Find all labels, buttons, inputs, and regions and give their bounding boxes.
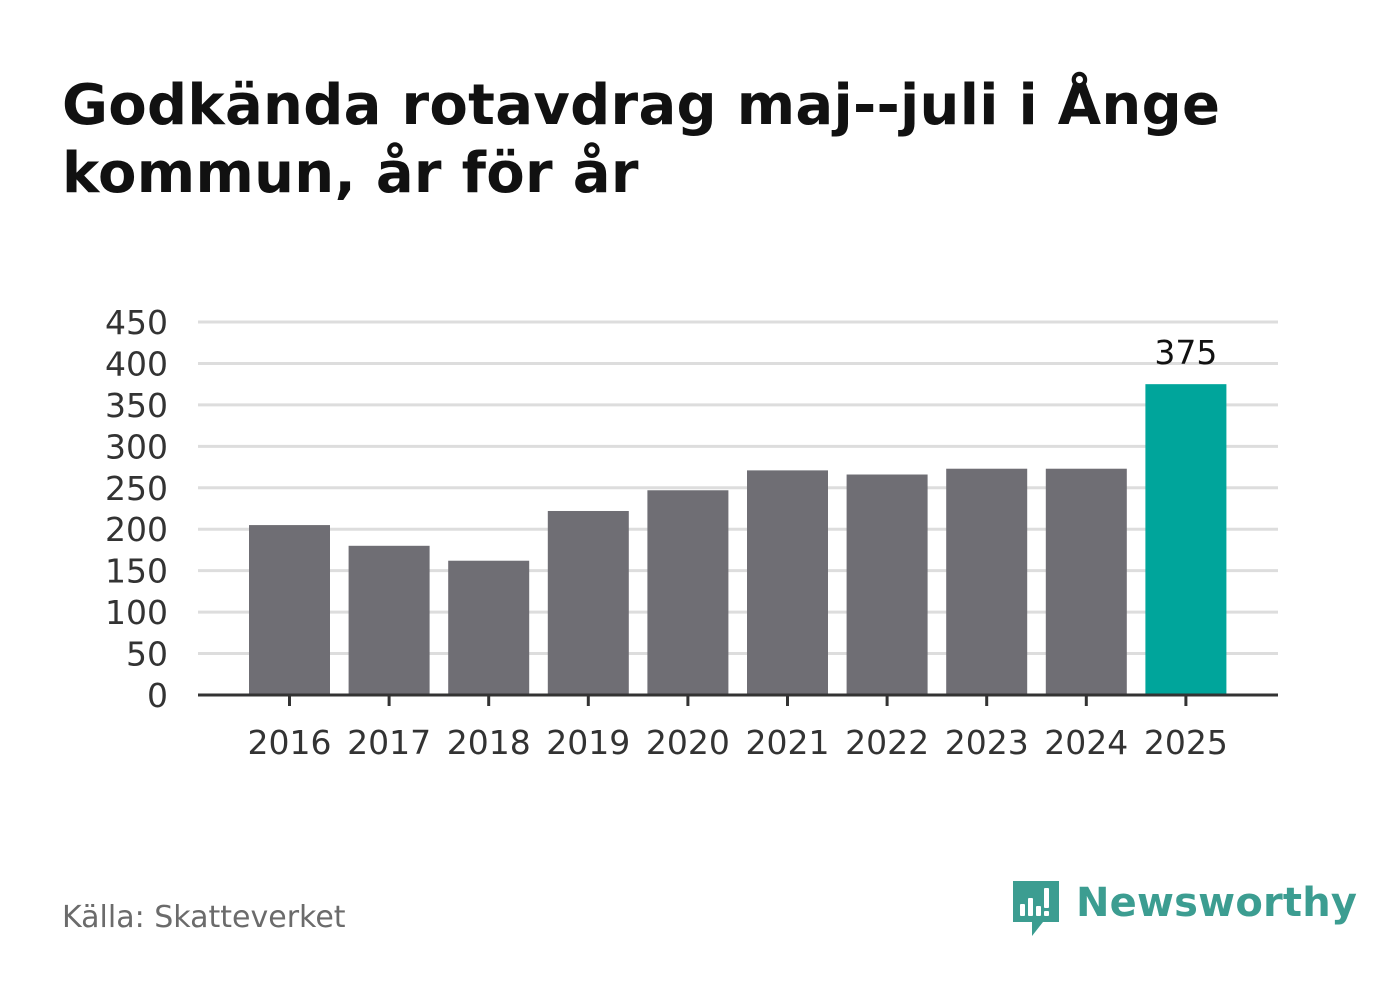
y-tick-label: 250 [105,469,168,508]
bar [249,525,330,695]
x-tick-label: 2017 [347,723,431,762]
bar [448,560,530,695]
chart-title: Godkända rotavdrag maj--juli i Ånge komm… [62,73,1221,206]
y-tick-label: 150 [105,552,168,591]
x-tick-label: 2021 [746,723,830,762]
y-tick-label: 400 [105,344,168,383]
y-tick-label: 50 [126,635,168,674]
bars [249,384,1227,695]
bar [547,510,629,695]
bar [846,474,928,695]
source-note: Källa: Skatteverket [62,900,346,935]
brand-logo: Newsworthy [1010,878,1357,942]
bar [747,470,828,695]
bar-highlight [1145,384,1227,695]
x-axis-tick-labels: 2016 2017 2018 2019 2020 2021 2022 2023 2024 2025 [248,723,1228,762]
x-tick-label: 2023 [945,723,1029,762]
data-labels: 375 [1154,333,1217,372]
x-axis [198,693,1278,706]
x-tick-label: 2018 [447,723,531,762]
x-tick-label: 2025 [1144,723,1228,762]
data-label: 375 [1154,333,1217,372]
y-tick-label: 100 [105,593,168,632]
y-tick-label: 200 [105,510,168,549]
x-tick-label: 2024 [1044,723,1128,762]
x-tick-label: 2016 [248,723,332,762]
x-tick-label: 2022 [845,723,929,762]
x-tick-label: 2019 [546,723,630,762]
y-tick-label: 300 [105,427,168,466]
y-tick-label: 350 [105,386,168,425]
bar [348,545,430,695]
y-tick-label: 0 [147,676,168,715]
bar [647,490,729,695]
newsworthy-logo-icon [1013,881,1059,936]
x-tick-label: 2020 [646,723,730,762]
brand-name: Newsworthy [1076,880,1358,926]
y-tick-label: 450 [105,303,168,342]
bar [1045,468,1127,695]
bar [946,468,1028,695]
